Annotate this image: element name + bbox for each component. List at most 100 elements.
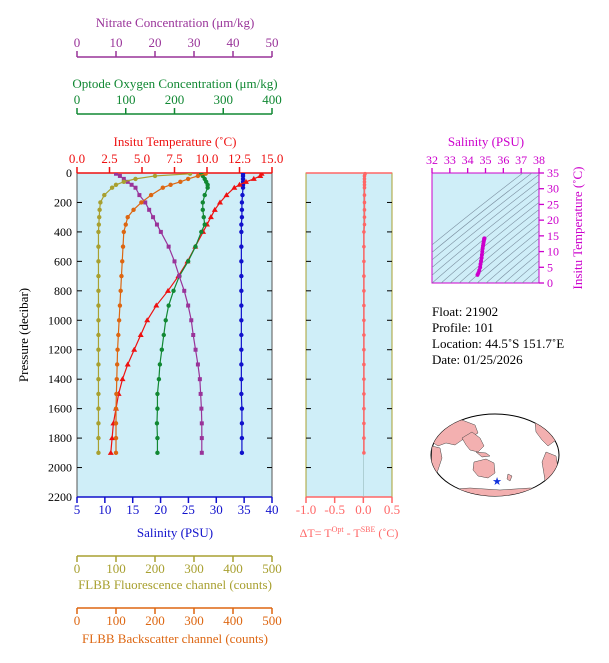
delta-t-plot-area xyxy=(305,172,393,498)
oxygen-point xyxy=(155,450,160,456)
oxygen-point xyxy=(155,435,160,441)
temperature-axis-label: Insitu Temperature (˚C) xyxy=(113,134,236,149)
temperature-point xyxy=(119,376,126,382)
density-contour xyxy=(449,209,539,283)
salinity-tick-label: 15 xyxy=(126,502,139,517)
salinity-point xyxy=(239,421,245,426)
oxygen-point xyxy=(154,421,160,426)
backscatter-tick-label: 100 xyxy=(106,613,126,628)
profile-number: Profile: 101 xyxy=(432,320,494,335)
ts-point xyxy=(480,249,485,254)
temperature-point xyxy=(153,302,160,308)
fluorescence-tick-label: 500 xyxy=(262,561,282,576)
backscatter-point xyxy=(113,450,119,456)
backscatter-point xyxy=(115,347,120,352)
delta-t-point xyxy=(362,208,367,212)
ts-ytick-label: 15 xyxy=(547,229,559,243)
delta-t-point xyxy=(362,259,366,264)
nitrate-point xyxy=(195,362,200,367)
backscatter-point xyxy=(113,421,119,426)
temperature-tick-label: 5.0 xyxy=(134,151,150,166)
delta-t-point xyxy=(362,174,367,178)
nitrate-point xyxy=(137,193,142,198)
ts-ytick-label: 10 xyxy=(547,245,559,259)
density-contour xyxy=(432,194,539,283)
oxygen-axis: 0 100 200 300 400 xyxy=(74,92,282,115)
backscatter-tick-label: 300 xyxy=(184,613,204,628)
temperature-tick-label: 0.0 xyxy=(69,151,85,166)
delta-t-point xyxy=(362,230,366,234)
salinity-point xyxy=(239,376,244,382)
oxygen-point xyxy=(161,332,166,338)
fluorescence-point xyxy=(113,182,119,187)
temperature-point xyxy=(207,214,214,220)
salinity-point xyxy=(239,229,244,235)
oxygen-point xyxy=(155,391,160,397)
backscatter-point xyxy=(123,222,128,227)
fluorescence-point xyxy=(97,214,102,220)
fluorescence-point xyxy=(96,391,101,397)
ts-salinity-label: Salinity (PSU) xyxy=(448,134,524,149)
salinity-point xyxy=(239,259,244,264)
density-contour xyxy=(440,202,539,283)
fluorescence-point xyxy=(96,406,101,411)
nitrate-point xyxy=(166,244,171,249)
map-land-asia-east xyxy=(461,431,485,453)
nitrate-point xyxy=(199,406,204,411)
oxygen-tick-label: 0 xyxy=(74,92,81,107)
temperature-tick-label: 2.5 xyxy=(101,151,117,166)
backscatter-point xyxy=(117,303,123,308)
pressure-tick-label: 1800 xyxy=(48,431,72,445)
delta-t-point xyxy=(362,177,367,181)
backscatter-axis-label: FLBB Backscatter channel (counts) xyxy=(82,631,268,646)
pressure-tick-label: 800 xyxy=(54,284,72,298)
temperature-point xyxy=(137,332,144,337)
nitrate-point xyxy=(199,436,204,441)
fluorescence-tick-label: 200 xyxy=(145,561,165,576)
pressure-tick-label: 600 xyxy=(54,254,72,268)
pressure-tick-label: 1600 xyxy=(48,402,72,416)
temperature-point xyxy=(236,181,243,187)
temperature-tick-label: 12.5 xyxy=(228,151,251,166)
backscatter-point xyxy=(160,185,165,190)
pressure-tick-label: 2000 xyxy=(48,461,72,475)
nitrate-point xyxy=(199,450,204,455)
density-contour xyxy=(458,216,539,283)
ts-ytick-label: 30 xyxy=(547,182,559,196)
fluorescence-axis-label: FLBB Fluorescence channel (counts) xyxy=(78,577,272,592)
density-contour xyxy=(529,163,609,293)
oxygen-point xyxy=(166,303,171,308)
salinity-point xyxy=(239,347,244,352)
density-contour xyxy=(521,267,539,283)
nitrate-point xyxy=(191,333,196,337)
map-land-indonesia xyxy=(475,451,491,458)
fluorescence-point xyxy=(96,318,101,323)
density-contour xyxy=(592,163,609,293)
ts-point xyxy=(482,236,487,241)
delta-t-point xyxy=(362,377,366,381)
fluorescence-point xyxy=(97,207,102,213)
date: Date: 01/25/2026 xyxy=(432,352,523,367)
pressure-tick-label: 2200 xyxy=(48,490,72,504)
salinity-point xyxy=(239,332,244,338)
temperature-point xyxy=(109,435,116,441)
delta-t-point xyxy=(362,182,367,187)
salinity-axis-label: Salinity (PSU) xyxy=(137,525,213,540)
nitrate-point xyxy=(129,182,134,187)
backscatter-point xyxy=(113,406,119,411)
salinity-point xyxy=(239,406,245,411)
pressure-axis-label: Pressure (decibar) xyxy=(16,288,31,382)
salinity-point xyxy=(239,200,245,205)
fluorescence-point xyxy=(96,332,101,338)
delta-t-point xyxy=(362,289,366,293)
ts-xtick-label: 34 xyxy=(462,153,474,167)
fluorescence-point xyxy=(96,421,101,426)
ts-xtick-label: 36 xyxy=(497,153,509,167)
temperature-point xyxy=(165,287,171,293)
fluorescence-point xyxy=(187,173,193,176)
backscatter-tick-label: 0 xyxy=(74,613,81,628)
oxygen-point xyxy=(202,222,207,227)
nitrate-tick-label: 10 xyxy=(110,35,123,50)
